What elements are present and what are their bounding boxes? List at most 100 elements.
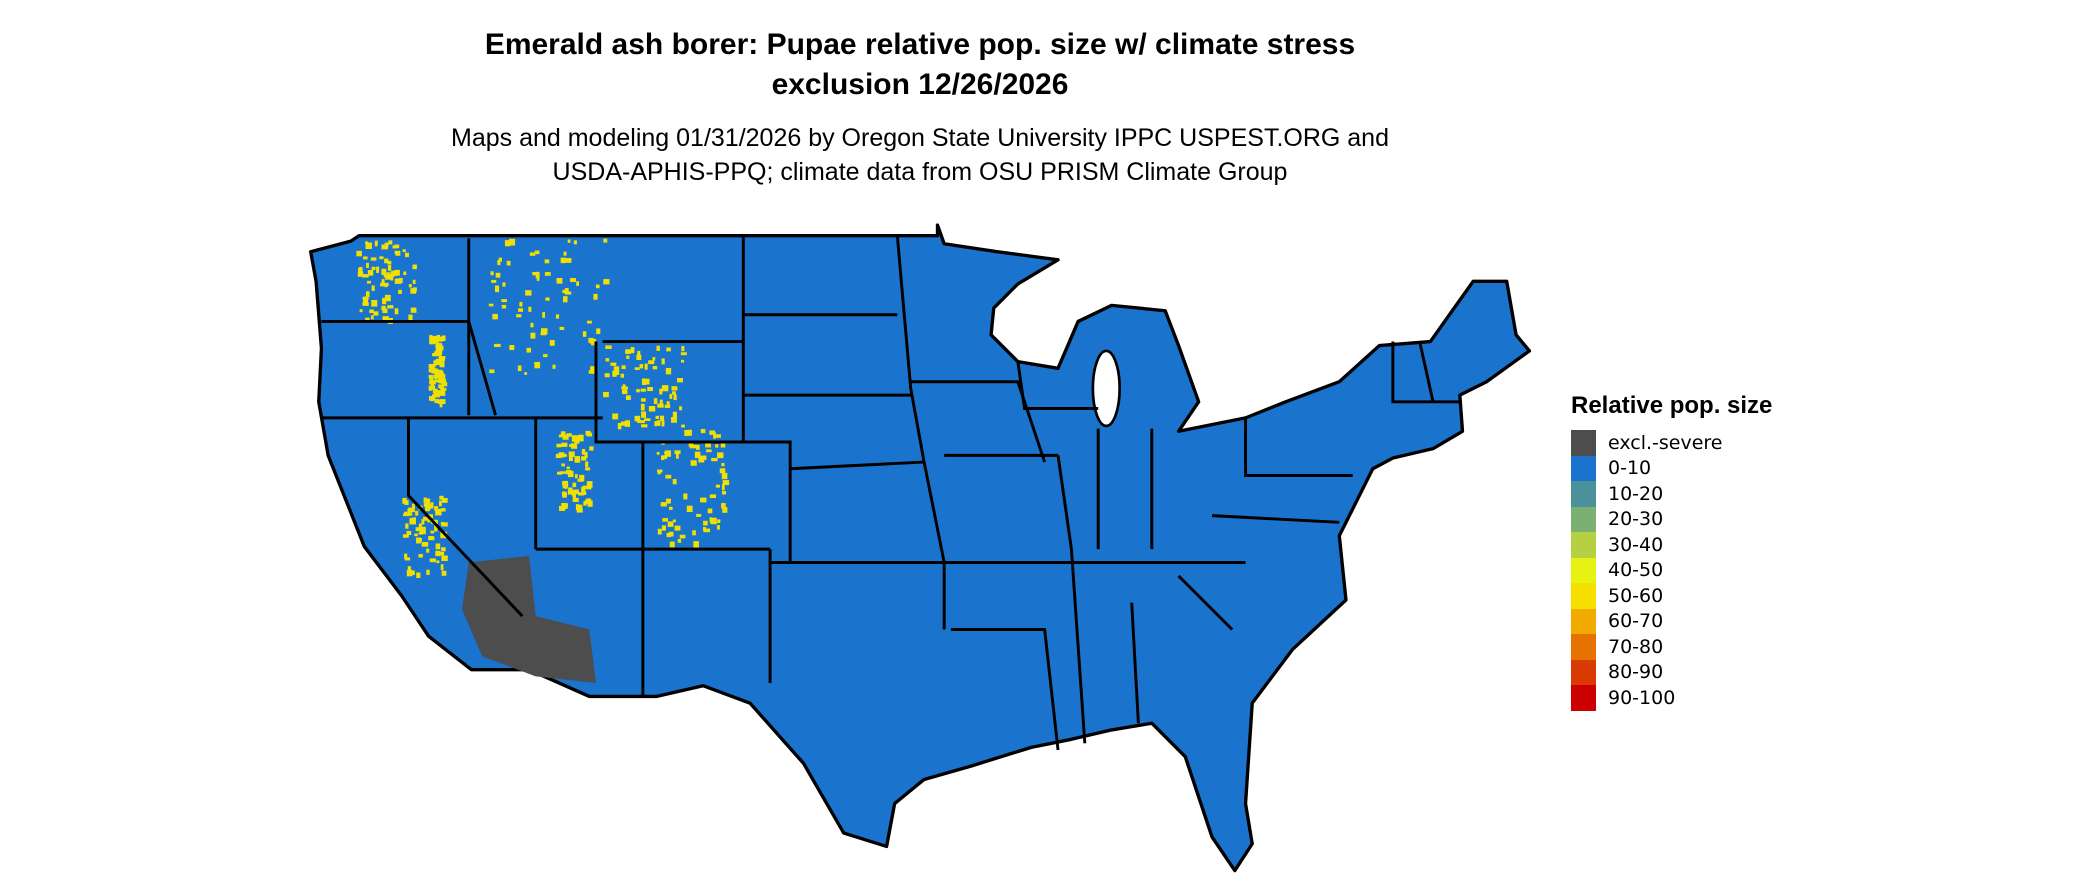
hotspot-speck	[668, 506, 673, 510]
hotspot-speck	[640, 398, 646, 402]
hotspot-speck	[438, 354, 442, 359]
hotspot-speck	[564, 485, 568, 489]
hotspot-speck	[672, 479, 677, 485]
hotspot-speck	[679, 406, 683, 411]
hotspot-speck	[366, 262, 369, 268]
hotspot-speck	[709, 430, 716, 435]
hotspot-speck	[659, 399, 663, 406]
hotspot-speck	[625, 349, 631, 354]
hotspot-speck	[622, 389, 628, 395]
hotspot-speck	[434, 506, 439, 511]
hotspot-speck	[639, 420, 645, 424]
hotspot-speck	[574, 438, 580, 444]
hotspot-speck	[676, 377, 683, 383]
hotspot-speck	[613, 369, 620, 375]
hotspot-speck	[624, 422, 629, 427]
hotspot-speck	[587, 320, 592, 324]
hotspot-speck	[562, 481, 566, 486]
hotspot-speck	[595, 284, 600, 289]
hotspot-speck	[379, 256, 384, 260]
hotspot-speck	[693, 541, 699, 548]
hotspot-speck	[421, 541, 429, 547]
hotspot-speck	[641, 378, 647, 385]
hotspot-speck	[578, 504, 583, 511]
hotspot-speck	[415, 510, 419, 516]
hotspot-speck	[634, 415, 641, 422]
hotspot-speck	[564, 288, 569, 295]
hotspot-speck	[429, 558, 436, 563]
hotspot-speck	[438, 551, 445, 556]
hotspot-speck	[427, 517, 432, 523]
hotspot-speck	[657, 469, 661, 475]
hotspot-speck	[441, 387, 447, 391]
hotspot-speck	[540, 332, 547, 336]
legend-item: 20-30	[1571, 506, 1772, 532]
hotspot-speck	[408, 314, 413, 322]
hotspot-speck	[394, 278, 402, 284]
hotspot-speck	[562, 485, 567, 489]
hotspot-speck	[721, 463, 725, 467]
hotspot-speck	[586, 432, 593, 437]
legend-item: excl.-severe	[1571, 430, 1772, 456]
hotspot-speck	[418, 553, 423, 558]
hotspot-speck	[440, 564, 444, 571]
hotspot-speck	[665, 474, 672, 479]
hotspot-speck	[423, 502, 430, 507]
hotspot-speck	[382, 297, 387, 305]
hotspot-speck	[556, 277, 563, 284]
hotspot-speck	[362, 296, 369, 304]
hotspot-speck	[534, 361, 541, 369]
hotspot-speck	[620, 373, 625, 378]
hotspot-speck	[574, 474, 578, 479]
hotspot-speck	[441, 356, 446, 360]
hotspot-speck	[641, 424, 648, 428]
hotspot-speck	[410, 307, 417, 313]
hotspot-speck	[508, 238, 516, 246]
hotspot-speck	[583, 501, 587, 506]
hotspot-speck	[552, 364, 556, 369]
legend-label: excl.-severe	[1608, 431, 1723, 454]
hotspot-speck	[605, 345, 612, 349]
hotspot-speck	[672, 519, 676, 523]
hotspot-speck	[674, 525, 681, 531]
hotspot-speck	[702, 527, 707, 531]
hotspot-speck	[434, 524, 438, 532]
hotspot-speck	[405, 523, 409, 529]
hotspot-speck	[439, 373, 446, 381]
hotspot-speck	[630, 347, 635, 354]
hotspot-speck	[437, 337, 444, 342]
hotspot-speck	[435, 550, 441, 557]
hotspot-speck	[656, 451, 660, 455]
hotspot-speck	[574, 456, 581, 463]
hotspot-speck	[404, 500, 409, 505]
hotspot-speck	[435, 543, 441, 550]
hotspot-speck	[648, 360, 655, 365]
hotspot-speck	[666, 500, 670, 504]
hotspot-speck	[637, 419, 641, 423]
hotspot-speck	[604, 373, 610, 378]
hotspot-speck	[436, 369, 443, 375]
map-subtitle-line2: USDA-APHIS-PPQ; climate data from OSU PR…	[552, 158, 1288, 186]
hotspot-speck	[404, 553, 408, 559]
hotspot-speck	[491, 279, 497, 283]
hotspot-speck	[437, 345, 444, 351]
hotspot-speck	[381, 244, 389, 250]
hotspot-speck	[603, 279, 610, 285]
hotspot-speck	[509, 345, 515, 351]
hotspot-speck	[542, 312, 545, 318]
hotspot-speck	[494, 285, 500, 293]
hotspot-speck	[416, 572, 421, 578]
hotspot-speck	[519, 301, 523, 307]
hotspot-speck	[371, 285, 375, 291]
hotspot-speck	[406, 569, 413, 577]
hotspot-speck	[381, 305, 386, 311]
hotspot-speck	[720, 441, 726, 448]
map-subtitle: Maps and modeling 01/31/2026 by Oregon S…	[451, 124, 1389, 152]
hotspot-speck	[617, 422, 622, 430]
hotspot-speck	[399, 277, 403, 284]
hotspot-speck	[359, 309, 363, 313]
hotspot-speck	[562, 289, 566, 294]
hotspot-speck	[370, 257, 377, 261]
hotspot-speck	[721, 503, 726, 509]
hotspot-speck	[435, 350, 439, 355]
